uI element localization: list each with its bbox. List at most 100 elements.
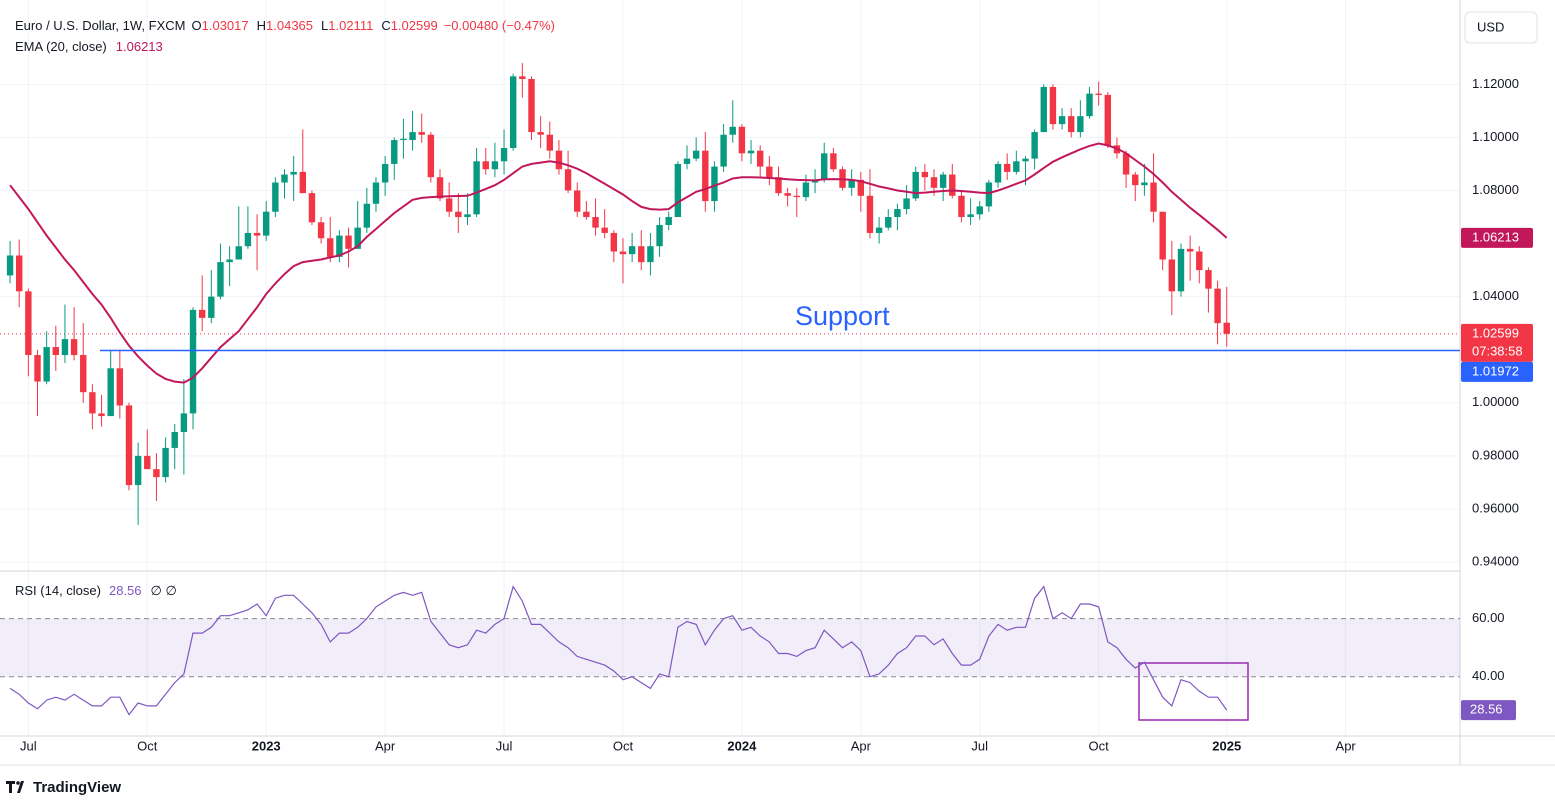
x-tick-label: Jul [20, 738, 37, 753]
candle-body [1122, 153, 1130, 175]
candle-body [994, 163, 1002, 183]
candle-body [738, 126, 746, 154]
legend-value: 1.02111 [328, 18, 373, 33]
candle-body [1068, 116, 1075, 133]
candle-body [509, 76, 517, 149]
candle-body [766, 166, 773, 178]
ema-value: 1.06213 [116, 39, 163, 54]
candle-body [180, 413, 188, 432]
candle-body [656, 224, 663, 247]
logo-mark [6, 781, 24, 793]
candle-body [1214, 288, 1221, 324]
candle-body [574, 190, 581, 212]
x-tick-label: Apr [851, 738, 872, 753]
candle-body [235, 246, 242, 260]
y-tick-label: 0.94000 [1472, 553, 1519, 568]
ema-name: EMA (20, close) [15, 39, 107, 54]
candle-body [263, 211, 270, 236]
candle-body [144, 455, 151, 470]
candle-body [1022, 158, 1029, 162]
legend-key: L [321, 18, 328, 33]
candle-body [253, 232, 261, 236]
candle-body [519, 76, 526, 80]
candle-body [1058, 116, 1066, 125]
candle-body [683, 158, 691, 164]
ema-price-tag: 1.06213 [1472, 229, 1519, 244]
y-tick-label: 1.00000 [1472, 394, 1519, 409]
candle-body [400, 138, 407, 141]
rsi-name: RSI (14, close) [15, 583, 101, 598]
candle-body [445, 198, 453, 212]
candle-body [171, 431, 178, 448]
candle-body [1186, 248, 1194, 252]
candle-body [244, 232, 252, 247]
candle-body [436, 177, 444, 199]
currency-button[interactable] [1464, 11, 1538, 44]
candle-body [89, 392, 96, 414]
candle-body [354, 227, 361, 249]
candle-body [628, 246, 636, 255]
candle-body [866, 195, 874, 233]
candle-body [903, 198, 910, 210]
candle-body [674, 163, 682, 218]
legend-key: H [257, 18, 266, 33]
candle-body [1104, 94, 1112, 146]
x-tick-label: 2025 [1212, 738, 1241, 753]
candle-body [665, 217, 672, 225]
candle-body [747, 150, 755, 154]
candle-body [1223, 322, 1230, 334]
candle-body [198, 309, 206, 318]
candle-body [720, 134, 727, 167]
x-tick-label: Oct [613, 738, 634, 753]
legend-key: C [381, 18, 390, 33]
candle-body [290, 171, 297, 175]
candle-body [427, 134, 435, 178]
candle-body [821, 153, 828, 180]
y-tick-label: 0.96000 [1472, 500, 1519, 515]
rsi-tag-bg [1461, 700, 1516, 721]
candle-body [775, 177, 782, 194]
candle-body [949, 174, 956, 196]
candle-body [308, 193, 316, 223]
candle-body [1013, 161, 1020, 172]
candle-body [336, 235, 343, 257]
candle-body [107, 368, 114, 417]
rsi-legend: RSI (14, close) 28.56 ∅ ∅ [15, 583, 177, 598]
candle-body [317, 222, 325, 239]
candle-body [116, 368, 124, 406]
candle-body [1077, 116, 1084, 133]
candle-body [930, 177, 938, 188]
candle-body [1168, 259, 1176, 292]
ema-line [9, 142, 1228, 384]
support-price-tag-bg [1461, 361, 1533, 382]
legend-value: 1.04365 [266, 18, 313, 33]
candle-body [500, 148, 508, 162]
legend-change: −0.00480 (−0.47%) [444, 18, 555, 33]
support-label: Support [795, 301, 890, 331]
legend-value: 1.03017 [202, 18, 249, 33]
candle-body [363, 203, 371, 228]
candle-body [610, 232, 618, 252]
candle-body [1141, 182, 1148, 186]
candle-body [1031, 132, 1038, 159]
candle-body [729, 126, 736, 135]
candle-body [1132, 174, 1139, 186]
rsi-line [9, 585, 1228, 716]
countdown: 07:38:58 [1472, 343, 1523, 358]
legend-value: 1.02599 [391, 18, 438, 33]
candle-body [528, 79, 535, 133]
rsi-value: 28.56 [109, 583, 142, 598]
ema-legend: EMA (20, close) 1.06213 [15, 39, 163, 54]
candle-body [555, 150, 563, 170]
candle-body [857, 179, 865, 196]
candle-body [464, 214, 471, 218]
candle-body [1049, 86, 1057, 125]
candle-body [25, 291, 32, 356]
candle-body [564, 169, 572, 191]
candle-body [482, 161, 489, 170]
last-price-tag: 1.02599 [1472, 325, 1519, 340]
logo-dot [16, 781, 20, 785]
candle-body [345, 235, 352, 249]
candle-body [711, 166, 718, 202]
candle-body [793, 195, 800, 198]
